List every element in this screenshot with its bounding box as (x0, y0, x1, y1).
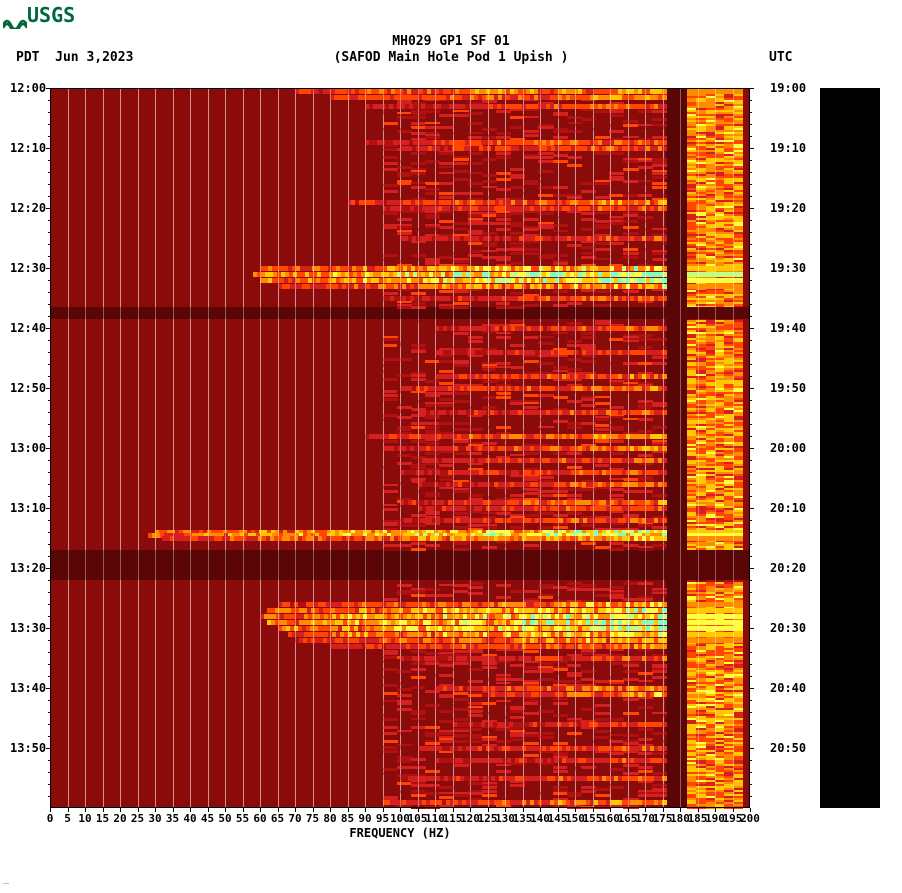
y-right-tick: 20:00 (770, 441, 806, 455)
y-right-tick: 20:40 (770, 681, 806, 695)
chart-header: MH029 GP1 SF 01 (SAFOD Main Hole Pod 1 U… (0, 34, 902, 65)
y-right-tick: 20:20 (770, 561, 806, 575)
y-left-tick: 13:10 (10, 501, 46, 515)
y-left-tick: 13:30 (10, 621, 46, 635)
x-tick: 70 (288, 812, 301, 825)
x-tick: 15 (96, 812, 109, 825)
y-left-tick: 13:00 (10, 441, 46, 455)
x-tick: 0 (47, 812, 54, 825)
x-tick: 80 (323, 812, 336, 825)
y-left-tick: 12:10 (10, 141, 46, 155)
y-right-tick: 19:00 (770, 81, 806, 95)
colorbar (820, 88, 880, 808)
x-axis-label: FREQUENCY (HZ) (50, 826, 750, 840)
x-tick: 200 (740, 812, 760, 825)
usgs-logo: USGS (3, 3, 75, 27)
spectrogram-plot (50, 88, 750, 808)
y-right-tick: 19:50 (770, 381, 806, 395)
x-tick: 90 (358, 812, 371, 825)
x-tick: 95 (376, 812, 389, 825)
x-tick: 35 (166, 812, 179, 825)
x-tick: 85 (341, 812, 354, 825)
y-right-tick: 20:50 (770, 741, 806, 755)
y-right-tick: 19:30 (770, 261, 806, 275)
y-left-tick: 13:40 (10, 681, 46, 695)
y-left-tick: 13:20 (10, 561, 46, 575)
y-right-tick: 20:30 (770, 621, 806, 635)
y-left-tick: 13:50 (10, 741, 46, 755)
y-left-tick: 12:30 (10, 261, 46, 275)
footnote-marker: _ (3, 873, 9, 884)
y-left-tick: 12:50 (10, 381, 46, 395)
left-timezone-label: PDT Jun 3,2023 (16, 50, 133, 65)
x-tick: 75 (306, 812, 319, 825)
x-tick: 25 (131, 812, 144, 825)
usgs-logo-text: USGS (27, 3, 75, 27)
y-right-tick: 19:40 (770, 321, 806, 335)
x-tick: 50 (218, 812, 231, 825)
x-tick: 30 (148, 812, 161, 825)
y-left-tick: 12:00 (10, 81, 46, 95)
y-right-tick: 20:10 (770, 501, 806, 515)
x-tick: 60 (253, 812, 266, 825)
x-tick: 10 (78, 812, 91, 825)
x-tick: 65 (271, 812, 284, 825)
y-left-tick: 12:20 (10, 201, 46, 215)
y-left-tick: 12:40 (10, 321, 46, 335)
x-tick: 40 (183, 812, 196, 825)
x-tick: 45 (201, 812, 214, 825)
right-timezone-label: UTC (769, 50, 792, 65)
x-tick: 5 (64, 812, 71, 825)
usgs-wave-icon (3, 10, 27, 24)
chart-subtitle: (SAFOD Main Hole Pod 1 Upish ) (0, 50, 902, 65)
y-right-tick: 19:20 (770, 201, 806, 215)
chart-title: MH029 GP1 SF 01 (0, 34, 902, 49)
x-tick: 20 (113, 812, 126, 825)
x-tick: 55 (236, 812, 249, 825)
y-right-tick: 19:10 (770, 141, 806, 155)
